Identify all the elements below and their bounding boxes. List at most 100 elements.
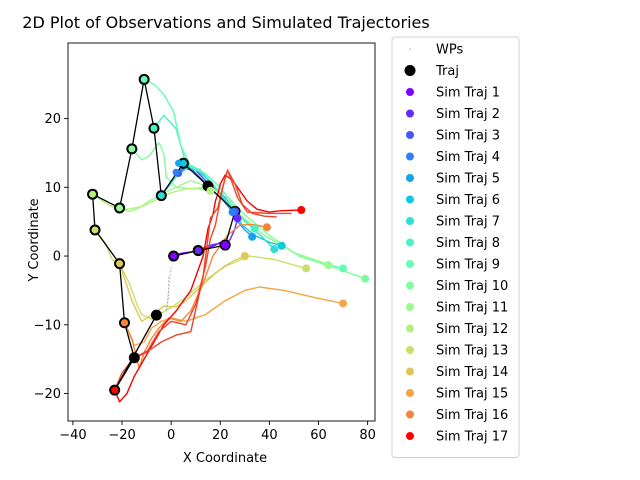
- legend-label: Sim Traj 10: [436, 279, 508, 294]
- y-axis-label: Y Coordinate: [27, 198, 42, 282]
- legend-label: Sim Traj 4: [436, 150, 500, 165]
- traj-line: [91, 78, 236, 391]
- traj-point: [128, 352, 140, 364]
- sim-traj-17-start-marker: [111, 386, 119, 394]
- sim-traj-8-start-marker: [150, 124, 158, 132]
- sim-traj-12-line: [92, 188, 211, 210]
- legend-marker-sim-traj-15: [406, 389, 414, 397]
- sim-traj-4-end-marker: [228, 208, 237, 217]
- legend-marker-sim-traj-11: [406, 303, 414, 311]
- sim-traj-2-end-marker: [233, 214, 242, 223]
- legend-label: Sim Traj 1: [436, 86, 500, 101]
- sim-traj-11-start-marker: [116, 204, 124, 212]
- sim-traj-5-end-marker: [248, 232, 257, 241]
- plot-frame: [67, 42, 376, 422]
- legend-label: Sim Traj 11: [436, 301, 508, 316]
- legend-label: Sim Traj 17: [436, 430, 508, 445]
- legend-label: Sim Traj 16: [436, 408, 508, 423]
- legend-label: Sim Traj 8: [436, 236, 500, 251]
- sim-traj-16-line: [123, 223, 268, 369]
- legend-marker-sim-traj-8: [406, 238, 414, 247]
- legend-marker-sim-traj-13: [406, 346, 414, 354]
- legend-label: Sim Traj 5: [436, 172, 500, 187]
- chart-title: 2D Plot of Observations and Simulated Tr…: [22, 13, 429, 32]
- sim-traj-13-start-marker: [91, 226, 99, 234]
- sim-traj-7-start-marker: [157, 192, 165, 200]
- legend-box: [391, 36, 520, 458]
- legend-label: Sim Traj 12: [436, 322, 508, 337]
- sim-traj-2-start-marker: [194, 247, 202, 255]
- legend-marker-sim-traj-17: [406, 432, 414, 440]
- sim-traj-17-end-marker: [297, 206, 306, 215]
- legend-marker-sim-traj-5: [406, 174, 414, 182]
- x-tick-label: 60: [310, 428, 327, 443]
- sim-traj-11-line: [119, 179, 329, 266]
- sim-traj-16-end-marker: [262, 223, 271, 232]
- y-tick-label: 20: [44, 112, 61, 127]
- y-tick-label: −10: [34, 318, 61, 333]
- sim-traj-8-end-marker: [250, 224, 259, 233]
- legend-marker-traj: [404, 65, 416, 76]
- sim-traj-10-end-marker: [361, 274, 370, 283]
- legend-label: Sim Traj 14: [436, 365, 508, 380]
- traj-point: [150, 309, 162, 321]
- sim-traj-extra-2-line: [114, 169, 292, 391]
- legend-label: Sim Traj 3: [436, 129, 500, 144]
- x-tick-label: 20: [212, 428, 229, 443]
- sim-traj-10-start-marker: [128, 145, 136, 153]
- sim-traj-15-line: [123, 286, 344, 347]
- sim-traj-4-start-marker: [172, 168, 180, 176]
- sim-traj-9-end-marker: [339, 264, 348, 273]
- legend-marker-sim-traj-12: [406, 324, 414, 333]
- sim-traj-6-end-marker: [277, 241, 286, 250]
- legend-marker-wps: [409, 48, 411, 50]
- sim-traj-16-start-marker: [120, 319, 128, 327]
- sim-traj-1-start-marker: [170, 252, 178, 260]
- sim-traj-11-end-marker: [324, 260, 333, 269]
- y-tick-label: 10: [44, 181, 61, 196]
- x-tick-label: 0: [167, 428, 175, 443]
- sim-traj-15-end-marker: [339, 299, 348, 308]
- sim-traj-6-start-marker: [179, 159, 187, 167]
- legend-label: Sim Traj 9: [436, 258, 500, 273]
- plot-area: [87, 73, 370, 403]
- sim-traj-13-end-marker: [302, 264, 311, 273]
- legend-label: Sim Traj 13: [436, 344, 508, 359]
- legend-marker-sim-traj-3: [406, 131, 414, 139]
- legend-marker-sim-traj-6: [406, 195, 414, 204]
- x-tick-label: 40: [261, 428, 278, 443]
- sim-traj-14-start-marker: [116, 260, 124, 268]
- sim-traj-12-end-marker: [206, 186, 215, 195]
- legend-label: Sim Traj 7: [436, 215, 500, 230]
- legend-marker-sim-traj-16: [406, 410, 414, 419]
- sim-traj-7-end-marker: [270, 245, 279, 254]
- sim-traj-14-line: [118, 255, 246, 322]
- y-tick-label: −20: [34, 387, 61, 402]
- sim-traj-1-end-marker: [221, 241, 230, 250]
- legend-marker-sim-traj-2: [406, 109, 414, 118]
- x-tick-label: −40: [59, 428, 86, 443]
- legend-label: WPs: [436, 43, 463, 58]
- sim-traj-9-start-marker: [140, 75, 148, 83]
- legend-label: Sim Traj 15: [436, 387, 508, 402]
- sim-traj-14-end-marker: [240, 252, 249, 261]
- legend-marker-sim-traj-7: [406, 217, 414, 225]
- sim-traj-extra-1-line: [133, 169, 277, 359]
- legend-label: Sim Traj 2: [436, 107, 500, 122]
- x-axis-label: X Coordinate: [183, 451, 267, 466]
- legend-marker-sim-traj-14: [406, 367, 414, 376]
- x-tick-label: 80: [359, 428, 376, 443]
- legend-marker-sim-traj-9: [406, 260, 414, 268]
- sim-traj-5-start-marker: [175, 159, 183, 167]
- legend-marker-sim-traj-10: [406, 281, 414, 290]
- legend-marker-sim-traj-4: [406, 152, 414, 161]
- y-tick-label: 0: [53, 250, 61, 265]
- waypoints-line: [165, 266, 172, 312]
- legend-marker-sim-traj-1: [406, 88, 414, 96]
- axes: −40 −20 0 20 40 60 80 −20 −10 0 10 20: [34, 42, 376, 443]
- legend: WPs Traj Sim Traj 1 Sim Traj 2 Sim Traj 3 Sim…: [391, 36, 520, 458]
- sim-traj-12-start-marker: [89, 190, 97, 198]
- x-tick-label: −20: [108, 428, 135, 443]
- legend-label: Traj: [435, 64, 459, 79]
